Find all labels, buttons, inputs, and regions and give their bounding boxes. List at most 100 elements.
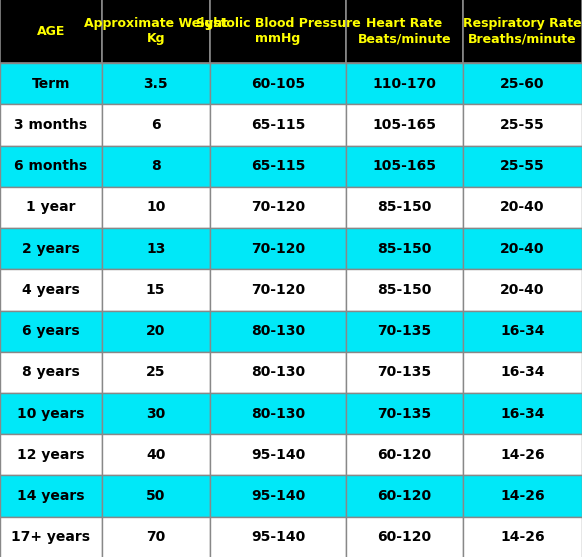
Bar xyxy=(102,104,210,145)
Bar xyxy=(210,104,346,145)
Bar xyxy=(0,475,102,516)
Bar xyxy=(102,352,210,393)
Text: 80-130: 80-130 xyxy=(251,365,305,379)
Text: 50: 50 xyxy=(146,489,165,503)
Text: 25-55: 25-55 xyxy=(500,118,545,132)
Bar xyxy=(0,310,102,352)
Bar xyxy=(0,269,102,310)
Bar xyxy=(210,475,346,516)
Bar xyxy=(102,310,210,352)
Text: 70-135: 70-135 xyxy=(378,365,431,379)
Text: 105-165: 105-165 xyxy=(372,159,436,173)
Text: 65-115: 65-115 xyxy=(251,118,305,132)
Text: 110-170: 110-170 xyxy=(372,77,436,91)
Text: AGE: AGE xyxy=(37,25,65,38)
Text: 70-120: 70-120 xyxy=(251,201,305,214)
Bar xyxy=(210,145,346,187)
Text: 30: 30 xyxy=(146,407,165,421)
Text: 16-34: 16-34 xyxy=(500,365,545,379)
Bar xyxy=(346,310,463,352)
Bar xyxy=(463,228,582,269)
Text: 4 years: 4 years xyxy=(22,283,80,297)
Bar xyxy=(463,104,582,145)
Bar xyxy=(210,228,346,269)
Bar xyxy=(102,145,210,187)
Text: 1 year: 1 year xyxy=(26,201,76,214)
Bar xyxy=(463,187,582,228)
Text: 3.5: 3.5 xyxy=(143,77,168,91)
Bar xyxy=(102,269,210,310)
Text: 10 years: 10 years xyxy=(17,407,84,421)
Bar xyxy=(0,187,102,228)
Bar xyxy=(210,269,346,310)
Bar xyxy=(463,310,582,352)
Bar xyxy=(102,63,210,105)
Bar xyxy=(463,434,582,475)
Bar xyxy=(346,352,463,393)
Text: Systolic Blood Pressure
mmHg: Systolic Blood Pressure mmHg xyxy=(196,17,360,45)
Bar xyxy=(210,0,346,63)
Bar xyxy=(210,434,346,475)
Text: Heart Rate
Beats/minute: Heart Rate Beats/minute xyxy=(358,17,451,45)
Text: 60-120: 60-120 xyxy=(378,530,431,544)
Bar xyxy=(210,310,346,352)
Text: 60-105: 60-105 xyxy=(251,77,305,91)
Text: 70-120: 70-120 xyxy=(251,242,305,256)
Text: 20-40: 20-40 xyxy=(500,242,545,256)
Bar xyxy=(0,228,102,269)
Bar xyxy=(210,63,346,105)
Bar xyxy=(102,475,210,516)
Bar xyxy=(346,434,463,475)
Bar xyxy=(210,393,346,434)
Text: 17+ years: 17+ years xyxy=(12,530,90,544)
Text: 6 months: 6 months xyxy=(15,159,87,173)
Bar xyxy=(102,517,210,557)
Bar xyxy=(346,475,463,516)
Text: Respiratory Rate
Breaths/minute: Respiratory Rate Breaths/minute xyxy=(463,17,581,45)
Bar xyxy=(463,393,582,434)
Text: 60-120: 60-120 xyxy=(378,489,431,503)
Text: 14 years: 14 years xyxy=(17,489,84,503)
Text: 95-140: 95-140 xyxy=(251,530,305,544)
Bar xyxy=(463,269,582,310)
Bar xyxy=(463,145,582,187)
Bar xyxy=(346,104,463,145)
Text: 8: 8 xyxy=(151,159,161,173)
Bar xyxy=(0,145,102,187)
Bar xyxy=(0,434,102,475)
Bar xyxy=(463,0,582,63)
Bar xyxy=(0,63,102,105)
Text: 85-150: 85-150 xyxy=(377,201,432,214)
Text: 80-130: 80-130 xyxy=(251,324,305,338)
Text: 15: 15 xyxy=(146,283,165,297)
Text: 70: 70 xyxy=(146,530,165,544)
Text: 6: 6 xyxy=(151,118,161,132)
Bar xyxy=(463,517,582,557)
Bar xyxy=(102,393,210,434)
Bar xyxy=(0,393,102,434)
Text: 85-150: 85-150 xyxy=(377,242,432,256)
Text: 95-140: 95-140 xyxy=(251,448,305,462)
Bar xyxy=(463,352,582,393)
Text: 95-140: 95-140 xyxy=(251,489,305,503)
Bar xyxy=(0,0,102,63)
Text: 70-135: 70-135 xyxy=(378,324,431,338)
Bar xyxy=(346,228,463,269)
Bar xyxy=(346,145,463,187)
Text: 13: 13 xyxy=(146,242,165,256)
Text: 105-165: 105-165 xyxy=(372,118,436,132)
Bar xyxy=(102,187,210,228)
Text: 16-34: 16-34 xyxy=(500,407,545,421)
Bar xyxy=(210,517,346,557)
Text: 12 years: 12 years xyxy=(17,448,84,462)
Bar xyxy=(210,352,346,393)
Bar xyxy=(463,63,582,105)
Text: 85-150: 85-150 xyxy=(377,283,432,297)
Text: 6 years: 6 years xyxy=(22,324,80,338)
Bar xyxy=(346,269,463,310)
Bar xyxy=(102,228,210,269)
Bar xyxy=(463,475,582,516)
Bar xyxy=(346,187,463,228)
Text: 20-40: 20-40 xyxy=(500,283,545,297)
Bar xyxy=(102,0,210,63)
